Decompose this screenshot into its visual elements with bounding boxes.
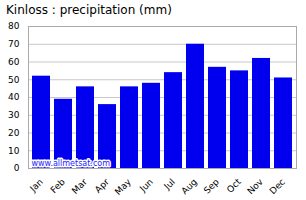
svg-text:Feb: Feb [49, 177, 68, 196]
svg-text:Dec: Dec [268, 177, 287, 196]
svg-text:Nov: Nov [245, 176, 265, 196]
svg-text:20: 20 [8, 128, 20, 138]
svg-text:Oct: Oct [225, 176, 243, 194]
html-text:Kinloss : precipitation (mm): Kinloss : precipitation (mm) [6, 3, 172, 17]
svg-text:10: 10 [8, 146, 20, 156]
svg-text:80: 80 [8, 21, 20, 31]
svg-text:Sep: Sep [202, 177, 221, 196]
svg-text:Aug: Aug [179, 177, 199, 197]
svg-text:Apr: Apr [93, 177, 111, 195]
svg-text:May: May [113, 176, 134, 197]
svg-text:0: 0 [14, 163, 20, 173]
svg-text:40: 40 [8, 92, 20, 102]
svg-text:Jun: Jun [137, 177, 155, 195]
svg-text:Jan: Jan [27, 177, 45, 195]
svg-text:30: 30 [8, 110, 20, 120]
svg-text:60: 60 [8, 57, 20, 67]
svg-text:Jul: Jul [161, 177, 176, 192]
svg-text:70: 70 [8, 39, 20, 49]
svg-text:www.allmetsat.com: www.allmetsat.com [32, 159, 111, 168]
svg-text:Mar: Mar [70, 176, 89, 195]
svg-text:50: 50 [8, 75, 20, 85]
